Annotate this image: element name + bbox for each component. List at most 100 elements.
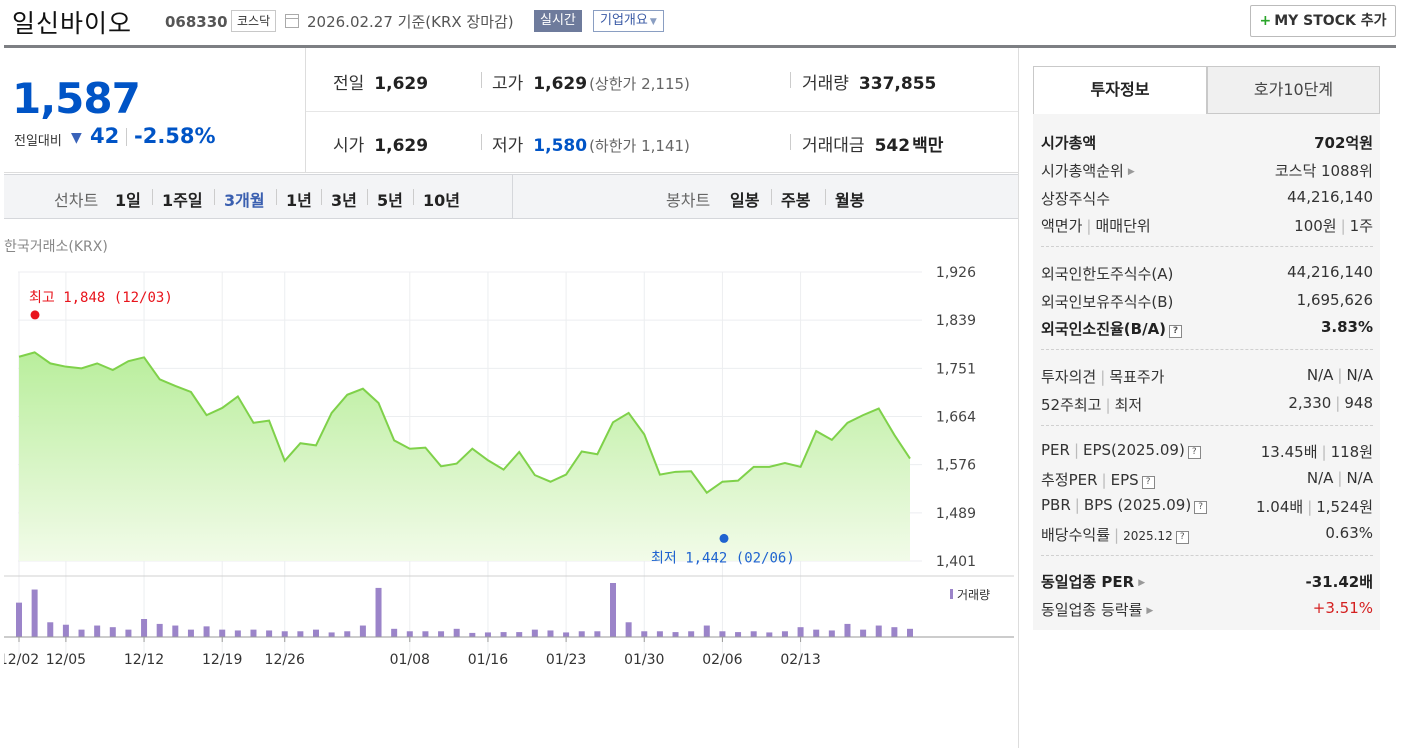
pipe: | — [1340, 217, 1346, 235]
foreign-limit-row: 외국인한도주식수(A) 44,216,140 — [1041, 263, 1373, 285]
tab-3y[interactable]: 3년 — [331, 191, 357, 210]
volume-bar — [156, 623, 163, 637]
volume-bar — [844, 623, 851, 637]
volume-bar — [141, 619, 148, 637]
add-my-stock-label: MY STOCK 추가 — [1274, 13, 1387, 29]
tab-1w[interactable]: 1주일 — [162, 191, 203, 210]
low-price: 저가 1,580 (하한가 1,141) — [492, 131, 690, 156]
est-per-num: N/A — [1306, 469, 1334, 487]
x-tick-label: 12/12 — [124, 652, 164, 668]
foreign-rate-label: 외국인소진율(B/A)? — [1041, 318, 1183, 339]
help-icon[interactable]: ? — [1141, 476, 1155, 489]
face-value-value: 100원 | 1주 — [1294, 215, 1373, 236]
est-eps-num: N/A — [1346, 469, 1373, 487]
volume-bar — [328, 632, 335, 637]
x-tick-label: 12/19 — [202, 652, 242, 668]
realtime-button[interactable]: 실시간 — [534, 10, 582, 32]
company-info-label: 기업개요 — [600, 13, 648, 28]
listed-shares-row: 상장주식수 44,216,140 — [1041, 188, 1373, 210]
calendar-icon — [285, 14, 299, 28]
foreign-hold-label: 외국인보유주식수(B) — [1041, 293, 1174, 311]
market-cap-rank-row[interactable]: 시가총액순위 ▶ 코스닥 1088위 — [1041, 160, 1373, 182]
tab-10y[interactable]: 10년 — [423, 191, 460, 210]
pipe: | — [1114, 526, 1120, 544]
volume-legend-swatch — [950, 589, 953, 599]
help-icon[interactable]: ? — [1194, 501, 1208, 514]
bps-num: 1,524원 — [1316, 498, 1373, 516]
trade-unit-text: 매매단위 — [1095, 217, 1151, 235]
tab-1d[interactable]: 1일 — [115, 191, 141, 210]
week52-high-num: 2,330 — [1288, 394, 1332, 412]
low-value: 1,580 — [533, 136, 588, 156]
volume-bar — [781, 631, 788, 637]
help-icon[interactable]: ? — [1169, 325, 1183, 338]
week52-low-num: 948 — [1344, 394, 1373, 412]
quote-divider — [481, 134, 482, 150]
listed-shares-value: 44,216,140 — [1287, 188, 1373, 206]
face-value-num: 100원 — [1294, 217, 1337, 235]
change-amount: 42 — [90, 124, 120, 148]
tab-order-book[interactable]: 호가10단계 — [1207, 66, 1380, 114]
volume-bar — [641, 631, 648, 637]
x-tick-label: 02/13 — [780, 652, 820, 668]
sector-per-row[interactable]: 동일업종 PER ▶ -31.42배 — [1041, 571, 1373, 593]
sector-rate-text: 동일업종 등락률 — [1041, 601, 1143, 619]
change-divider — [126, 128, 127, 146]
volume-bar — [594, 631, 601, 637]
per-text: PER — [1041, 441, 1070, 459]
market-cap-value: 702억원 — [1314, 134, 1373, 152]
volume-bar — [109, 627, 116, 637]
tab-5y[interactable]: 5년 — [377, 191, 403, 210]
invest-tabs: 투자정보 호가10단계 — [1033, 66, 1380, 114]
volume-bar — [875, 625, 882, 637]
prev-close: 전일 1,629 — [333, 69, 428, 94]
volume-bar — [250, 629, 257, 637]
tab-daily-candle[interactable]: 일봉 — [730, 191, 760, 210]
pipe: | — [1337, 366, 1343, 384]
price-chart: 1,926 1,839 1,751 1,664 1,576 1,489 1,401 최고 1,… — [4, 265, 1014, 668]
tab-3m[interactable]: 3개월 — [224, 191, 265, 210]
tab-divider — [276, 189, 277, 205]
high-label: 고가 — [492, 74, 524, 94]
volume-bar — [125, 629, 132, 637]
volume-bar — [500, 632, 507, 637]
prev-close-value: 1,629 — [374, 74, 429, 94]
tab-monthly-candle[interactable]: 월봉 — [835, 191, 865, 210]
volume-bar — [266, 630, 273, 637]
change-label: 전일대비 — [14, 134, 62, 149]
amount-value: 542 — [874, 136, 911, 156]
opinion-num: N/A — [1306, 366, 1334, 384]
tab-weekly-candle[interactable]: 주봉 — [781, 191, 811, 210]
help-icon[interactable]: ? — [1187, 446, 1201, 459]
volume-bar — [578, 631, 585, 637]
sector-rate-row[interactable]: 동일업종 등락률 ▶ +3.51% — [1041, 599, 1373, 621]
week52-high-text: 52주최고 — [1041, 396, 1102, 414]
volume-bar — [359, 625, 366, 637]
volume-bar — [688, 631, 695, 637]
help-icon[interactable]: ? — [1175, 531, 1189, 544]
y-tick-label: 1,489 — [936, 506, 976, 522]
y-tick-label: 1,926 — [936, 265, 976, 281]
target-text: 목표주가 — [1109, 368, 1165, 386]
tab-invest-info[interactable]: 투자정보 — [1033, 66, 1207, 114]
foreign-rate-text: 외국인소진율(B/A) — [1041, 320, 1167, 338]
tab-divider — [413, 189, 414, 205]
low-marker — [719, 533, 729, 543]
pipe: | — [1101, 471, 1107, 489]
company-info-dropdown[interactable]: 기업개요 ▼ — [593, 10, 664, 32]
price-line — [18, 351, 911, 495]
arrow-right-icon: ▶ — [1146, 606, 1154, 616]
add-my-stock-button[interactable]: + MY STOCK 추가 — [1250, 5, 1396, 37]
pbr-row: PBR | BPS (2025.09)? 1.04배 | 1,524원 — [1041, 496, 1373, 518]
est-per-text: 추정PER — [1041, 471, 1098, 489]
tab-1y[interactable]: 1년 — [286, 191, 312, 210]
market-cap-rank-label: 시가총액순위 ▶ — [1041, 160, 1135, 181]
open-label: 시가 — [333, 136, 365, 156]
volume-bar — [719, 631, 726, 637]
volume-bar — [187, 629, 194, 637]
volume-bar — [735, 632, 742, 637]
volume-bar — [31, 589, 38, 637]
week52-label: 52주최고 | 최저 — [1041, 394, 1142, 415]
volume-bar — [219, 629, 226, 637]
